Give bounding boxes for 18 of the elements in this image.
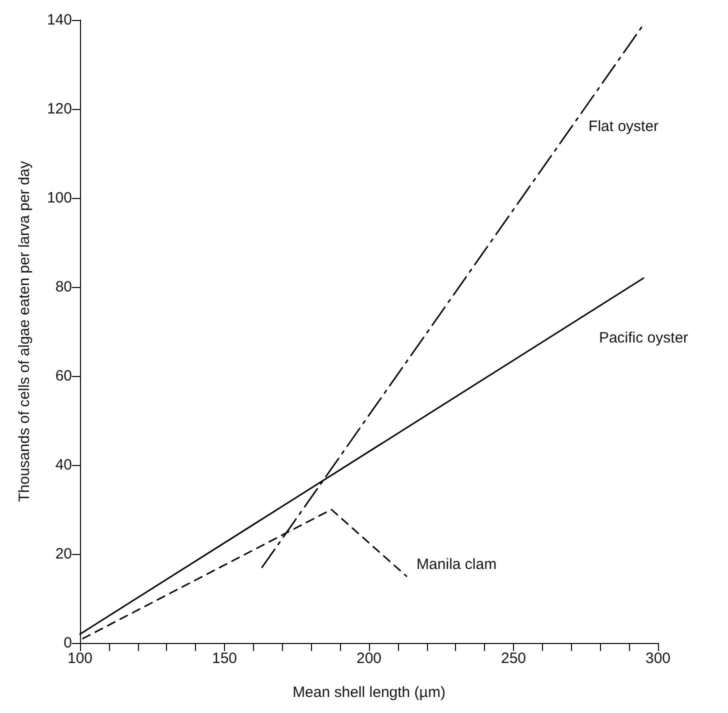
x-tick-label: 250 bbox=[500, 650, 526, 667]
y-tick-label: 80 bbox=[55, 278, 72, 296]
y-tick-label: 100 bbox=[46, 190, 72, 206]
series-label: Flat oyster bbox=[588, 118, 659, 135]
series-label: Manila clam bbox=[416, 556, 497, 573]
series-label: Pacific oyster bbox=[598, 330, 688, 347]
x-tick-label: 100 bbox=[67, 650, 93, 667]
y-axis-title: Thousands of cells of algae eaten per larva per day bbox=[16, 160, 33, 502]
x-tick-label: 150 bbox=[212, 650, 238, 667]
y-tick-label: 20 bbox=[55, 546, 72, 562]
y-tick-label: 0 bbox=[64, 634, 72, 652]
x-axis-title: Mean shell length (µm) bbox=[292, 684, 446, 701]
y-tick-label: 40 bbox=[55, 456, 72, 474]
y-tick-label: 120 bbox=[46, 100, 72, 118]
x-tick-label: 200 bbox=[356, 650, 382, 667]
y-tick-label: 60 bbox=[55, 368, 72, 384]
y-tick-label: 140 bbox=[46, 12, 72, 28]
x-tick-label: 300 bbox=[645, 650, 671, 667]
